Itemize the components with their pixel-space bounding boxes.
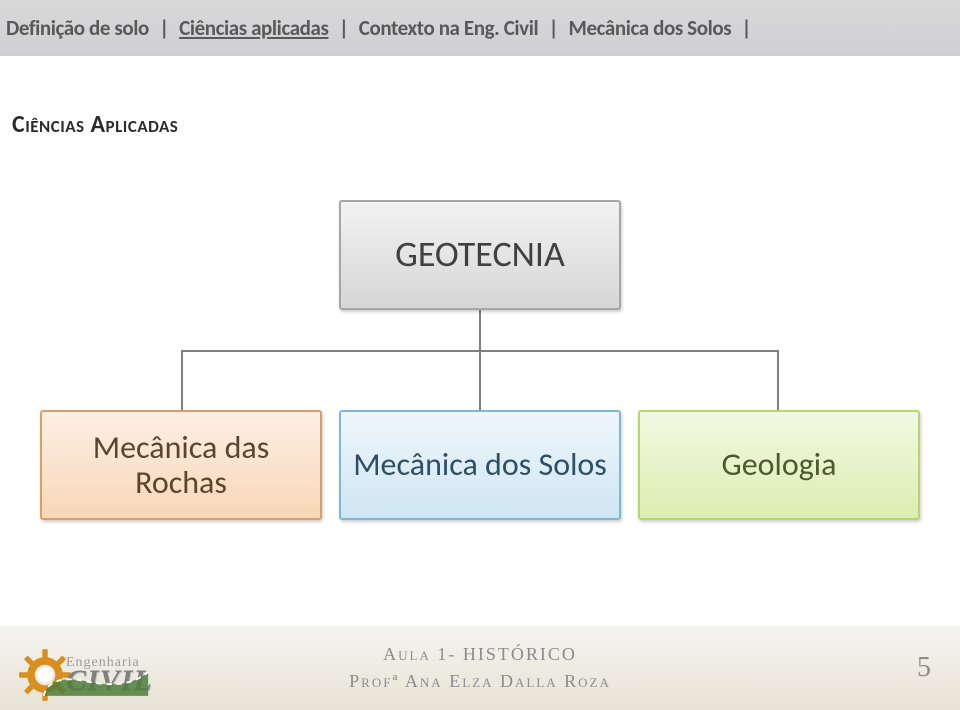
footer-line2: Profª Ana Elza Dalla Roza: [349, 668, 611, 695]
breadcrumb-item-3: Mecânica dos Solos: [569, 15, 732, 41]
breadcrumb-item-2: Contexto na Eng. Civil: [359, 15, 538, 41]
breadcrumb-sep: |: [335, 15, 353, 41]
breadcrumb-sep: |: [155, 15, 173, 41]
chart-node-child-2: Geologia: [638, 410, 920, 520]
footer-text: Aula 1- HISTÓRICO Profª Ana Elza Dalla R…: [349, 641, 611, 695]
breadcrumb-sep: |: [544, 15, 562, 41]
slide: Definição de solo | Ciências aplicadas |…: [0, 0, 960, 710]
breadcrumb-sep: |: [737, 15, 751, 41]
section-title: Ciências Aplicadas: [12, 110, 178, 139]
connector-root-down: [479, 310, 481, 350]
chart-node-child-0: Mecânica das Rochas: [40, 410, 322, 520]
chart-node-root-label: GEOTECNIA: [395, 235, 565, 275]
chart-node-child-1-label: Mecânica dos Solos: [353, 447, 607, 482]
breadcrumb-item-0: Definição de solo: [6, 15, 149, 41]
connector-c1: [479, 350, 481, 410]
road-icon: [40, 668, 150, 698]
connector-c2: [777, 350, 779, 410]
chart-node-root: GEOTECNIA: [339, 200, 621, 310]
chart-node-child-0-label: Mecânica das Rochas: [48, 430, 314, 500]
connector-c0: [181, 350, 183, 410]
breadcrumb-item-1: Ciências aplicadas: [179, 15, 328, 41]
breadcrumb-bar: Definição de solo | Ciências aplicadas |…: [0, 0, 960, 56]
chart-node-child-1: Mecânica dos Solos: [339, 410, 621, 520]
org-chart: GEOTECNIA Mecânica das Rochas Mecânica d…: [0, 180, 960, 540]
page-number: 5: [917, 652, 932, 684]
footer: Engenharia CIVIL Aula 1- HISTÓRICO Profª…: [0, 626, 960, 710]
footer-line1: Aula 1- HISTÓRICO: [349, 641, 611, 668]
chart-node-child-2-label: Geologia: [722, 447, 837, 482]
logo: Engenharia CIVIL: [18, 648, 153, 702]
